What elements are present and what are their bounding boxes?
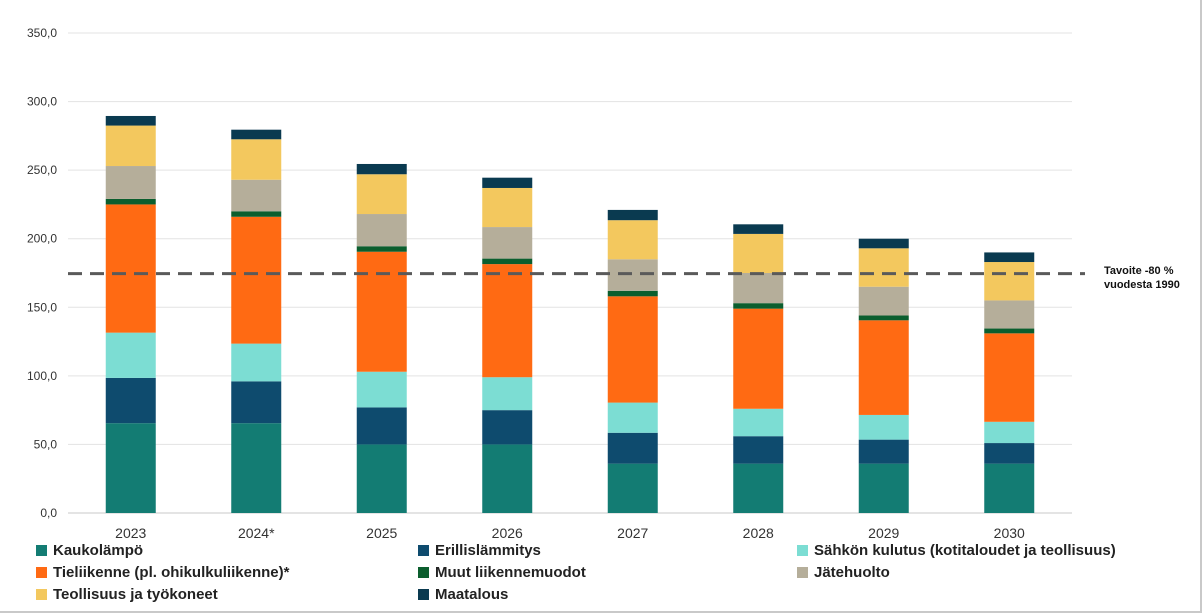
bar-segment xyxy=(105,198,156,205)
y-tick-label: 50,0 xyxy=(34,437,58,451)
x-category-label: 2025 xyxy=(366,525,397,541)
bar-segment xyxy=(984,333,1035,422)
bar-segment xyxy=(984,463,1035,513)
bar-segment xyxy=(607,209,658,221)
bar-segment xyxy=(984,328,1035,334)
bar-segment xyxy=(105,115,156,126)
bar-segment xyxy=(105,166,156,199)
x-axis-category-labels: 2023 2024* 2025 2026 2027 2028 2029 2030 xyxy=(115,525,1025,541)
bar-segment xyxy=(984,262,1035,301)
bar-segment xyxy=(733,273,784,304)
bar-segment xyxy=(984,421,1035,444)
bar-segment xyxy=(105,423,156,513)
bar-segment xyxy=(607,290,658,297)
bar-segment xyxy=(105,125,156,167)
bar-segment xyxy=(231,179,282,212)
y-tick-label: 100,0 xyxy=(27,369,57,383)
bar-segment xyxy=(984,443,1035,464)
bar-segment xyxy=(733,308,784,409)
bar-segment xyxy=(356,251,407,372)
bar-segment xyxy=(733,233,784,273)
bar-segment xyxy=(733,224,784,234)
bar-segment xyxy=(607,463,658,513)
bar-segment xyxy=(733,463,784,513)
bar-segment xyxy=(482,227,533,259)
bar-segment xyxy=(607,402,658,433)
x-category-label: 2027 xyxy=(617,525,648,541)
x-category-label: 2023 xyxy=(115,525,146,541)
bar-segment xyxy=(733,303,784,309)
x-category-label: 2030 xyxy=(994,525,1025,541)
x-category-label: 2026 xyxy=(492,525,523,541)
bar-segment xyxy=(858,238,909,249)
bar-segment xyxy=(858,286,909,316)
bar-segment xyxy=(482,264,533,378)
bar-segment xyxy=(356,371,407,408)
bar-segment xyxy=(607,296,658,403)
bar-segment xyxy=(858,248,909,287)
bar-segment xyxy=(231,139,282,180)
y-tick-label: 150,0 xyxy=(27,300,57,314)
bar-segment xyxy=(356,246,407,252)
bar-segment xyxy=(858,315,909,321)
bar-segment xyxy=(231,216,282,344)
bar-segment xyxy=(858,463,909,513)
bar-segment xyxy=(733,408,784,437)
bar-segment xyxy=(231,381,282,424)
bar-segment xyxy=(231,423,282,513)
bar-segment xyxy=(356,163,407,175)
bar-segment xyxy=(482,444,533,513)
bar-segment xyxy=(482,258,533,265)
bar-segment xyxy=(858,439,909,464)
bar-segment xyxy=(105,204,156,333)
bar-segment xyxy=(607,220,658,260)
bars xyxy=(105,115,1035,513)
x-category-label: 2024* xyxy=(238,525,275,541)
y-tick-label: 300,0 xyxy=(27,95,57,109)
bar-segment xyxy=(482,177,533,188)
y-tick-label: 350,0 xyxy=(27,26,57,40)
y-tick-label: 250,0 xyxy=(27,163,57,177)
x-category-label: 2028 xyxy=(743,525,774,541)
bar-segment xyxy=(858,414,909,440)
bar-segment xyxy=(356,214,407,247)
bar-segment xyxy=(231,129,282,140)
bar-segment xyxy=(733,436,784,464)
y-tick-label: 0,0 xyxy=(40,506,57,520)
bar-segment xyxy=(105,377,156,424)
y-axis-tick-labels: 0,0 50,0 100,0 150,0 200,0 250,0 300,0 350,0 xyxy=(27,26,57,520)
bar-segment xyxy=(231,343,282,382)
bar-segment xyxy=(356,444,407,513)
target-label-line1: Tavoite -80 % xyxy=(1104,265,1174,277)
bar-segment xyxy=(607,432,658,464)
target-label-line2: vuodesta 1990 xyxy=(1104,279,1180,291)
bar-segment xyxy=(356,174,407,215)
bar-segment xyxy=(105,332,156,378)
x-category-label: 2029 xyxy=(868,525,899,541)
bar-segment xyxy=(984,252,1035,263)
bar-segment xyxy=(482,410,533,445)
bar-segment xyxy=(482,187,533,228)
bar-segment xyxy=(356,407,407,445)
bar-segment xyxy=(231,211,282,217)
gridlines xyxy=(68,32,1072,514)
bar-segment xyxy=(482,377,533,411)
bar-segment xyxy=(858,320,909,415)
y-tick-label: 200,0 xyxy=(27,232,57,246)
bar-segment xyxy=(984,300,1035,329)
